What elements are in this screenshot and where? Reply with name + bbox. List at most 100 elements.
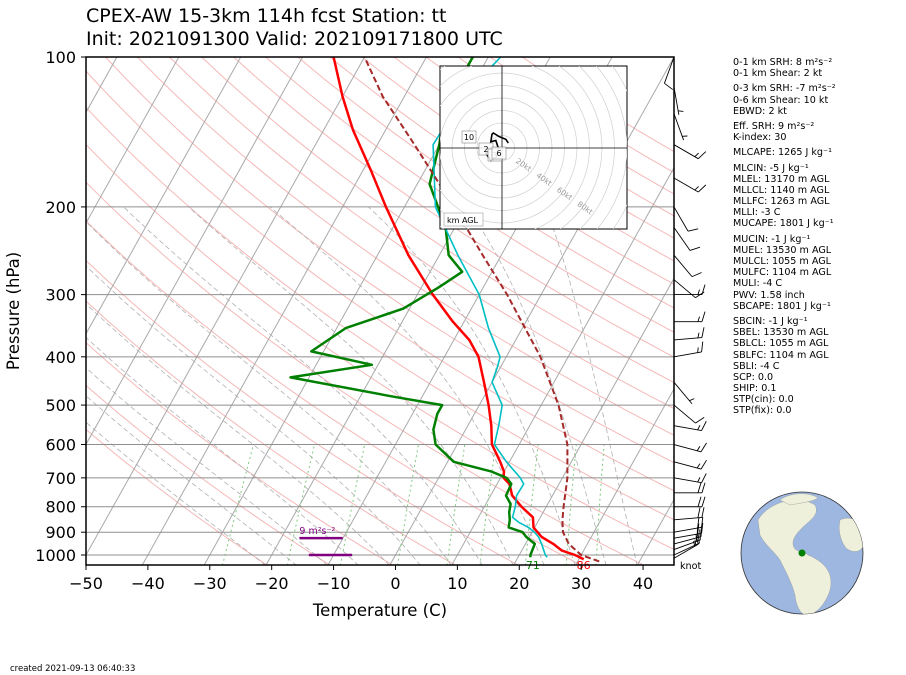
stats-line: MUCIN: -1 J kg⁻¹ [733, 233, 811, 245]
x-tick-label: 40 [633, 574, 653, 593]
wind-barb [673, 532, 700, 556]
dry-adiabat-line [86, 259, 520, 565]
dry-adiabat-line [233, 57, 674, 358]
dry-adiabat-line [329, 57, 674, 285]
wind-barb-shaft [673, 351, 702, 358]
stats-line: 0-1 km Shear: 2 kt [733, 68, 823, 80]
axes: −50 −40 −30 −20 −10 0 10 20 30 40 1000 900 800 700 600… [4, 48, 653, 620]
dry-adiabat-line [105, 57, 674, 464]
dry-adiabat-line [86, 70, 674, 492]
wind-barb [673, 459, 707, 470]
wind-barb-flag [701, 473, 707, 483]
wind-barb-flag [697, 517, 700, 529]
wind-barb-flag [701, 421, 707, 431]
stats-line: SCP: 0.0 [733, 371, 774, 383]
hodograph-height-mark: 10 [464, 133, 474, 142]
wind-barb-half-flag [697, 289, 700, 295]
stats-line: K-index: 30 [733, 132, 787, 144]
wind-barb-flag [689, 246, 701, 251]
srh-bar-label: 9 m²s⁻² [299, 526, 335, 537]
mixing-ratio-line [222, 444, 254, 565]
wind-barb-half-flag [689, 398, 695, 402]
dry-adiabat-line [86, 300, 457, 565]
dry-adiabat-line [86, 428, 269, 565]
moist-adiabat-line [123, 206, 483, 565]
wind-barb [673, 421, 707, 432]
x-tick-label: −30 [193, 574, 227, 593]
mixing-ratio-line [339, 444, 366, 565]
dry-adiabat-line [86, 384, 331, 565]
dewpoint-profile-line [289, 57, 537, 558]
continent-americas [757, 499, 832, 614]
hodograph-height-box [491, 146, 507, 160]
moist-adiabat-line [86, 367, 328, 565]
mixing-ratio-line [565, 444, 577, 565]
wind-barb-half-flag [694, 539, 697, 545]
x-tick-label: 10 [447, 574, 467, 593]
wind-barb-shaft [673, 444, 702, 453]
wind-barb-shaft [673, 87, 680, 115]
wind-barb-shaft [673, 542, 700, 556]
wind-barb-shaft [673, 526, 702, 533]
x-tick-label: −10 [317, 574, 351, 593]
parcel-profile-line [363, 57, 600, 563]
stats-line: SBCAPE: 1801 J kg⁻¹ [733, 300, 831, 312]
y-tick-label: 100 [45, 48, 76, 67]
chart-title-line-1: CPEX-AW 15-3km 114h fcst Station: tt [86, 5, 447, 27]
stats-line: PWV: 1.58 inch [733, 289, 805, 301]
isotherm-line [451, 166, 674, 565]
dry-adiabat-line [137, 57, 674, 436]
stats-line: MULCL: 1055 m AGL [733, 256, 832, 267]
isotherm-line [86, 57, 242, 335]
wind-barb [673, 113, 688, 141]
wind-barb-shaft [673, 404, 696, 424]
wind-barb-shaft [673, 113, 684, 141]
wind-barb-shaft [673, 461, 702, 470]
x-axis-label: Temperature (C) [312, 601, 447, 620]
dry-adiabat-line [169, 57, 674, 410]
mixing-ratio-line [397, 444, 419, 565]
wind-barb-flag [699, 529, 701, 540]
wind-barb-half-flag [697, 477, 701, 483]
wind-barb-unit-label: knot [680, 561, 702, 572]
wind-barb [673, 177, 707, 193]
stats-line: Eff. SRH: 9 m²s⁻² [733, 120, 815, 132]
wind-barb-half-flag [696, 463, 701, 469]
stats-line: MUEL: 13530 m AGL [733, 244, 832, 256]
wind-barb-half-flag [696, 446, 701, 451]
wind-barb [673, 404, 705, 424]
hodograph-height-label-box [443, 212, 484, 227]
wind-barb-flag [695, 291, 705, 299]
wind-barb [673, 327, 705, 341]
stats-line: 0-6 km Shear: 10 kt [733, 94, 829, 106]
stats-line: MLCAPE: 1265 J kg⁻¹ [733, 147, 832, 159]
moist-adiabat-line [86, 421, 266, 565]
stats-line: 0-1 km SRH: 8 m²s⁻² [733, 57, 833, 68]
y-tick-label: 600 [45, 436, 76, 455]
wind-barb-shaft [673, 539, 701, 550]
mixing-ratio-line [479, 444, 497, 565]
y-tick-label: 700 [45, 469, 76, 488]
wind-barb [674, 496, 706, 508]
wind-barb-flag [695, 416, 705, 424]
wind-barb-flag [700, 459, 707, 470]
isotherm-line [513, 277, 674, 565]
x-tick-label: −20 [255, 574, 289, 593]
moist-adiabat-line [188, 206, 514, 565]
wind-barb [674, 482, 706, 494]
wind-barb-half-flag [697, 347, 699, 353]
moist-adiabat-line [86, 303, 390, 565]
wind-barb-flag [664, 82, 674, 90]
wind-barb [673, 522, 704, 539]
isotherm-line [86, 57, 365, 557]
background-lines [86, 57, 674, 565]
dry-adiabat-line [201, 57, 674, 384]
hodograph-height-mark: 6 [496, 149, 501, 158]
y-tick-label: 800 [45, 498, 76, 517]
stats-line: MLLI: -3 C [733, 207, 781, 219]
stats-line: SBCIN: -1 J kg⁻¹ [733, 315, 808, 327]
moist-adiabat-line [545, 206, 638, 565]
dry-adiabat-line [297, 57, 674, 309]
temperature-profile-line [332, 57, 585, 561]
isotherm-line [86, 57, 304, 446]
